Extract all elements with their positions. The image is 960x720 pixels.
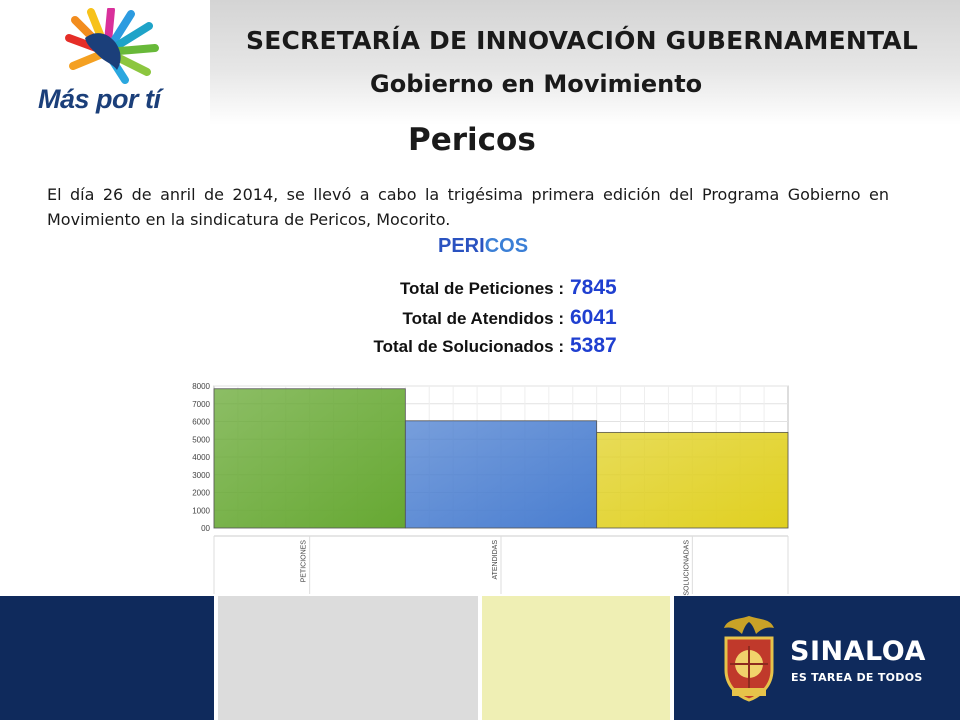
y-tick-label: 4000 <box>192 453 210 462</box>
y-tick-label: 00 <box>201 524 210 533</box>
footer-panel-4 <box>674 596 960 720</box>
chart-title-rest: COS <box>485 235 528 257</box>
summary-label: Total de Peticiones : <box>400 279 564 298</box>
chart-title-main: PERI <box>438 235 485 257</box>
x-tick-label: ATENDIDAS <box>492 540 499 580</box>
y-tick-label: 8000 <box>192 382 210 391</box>
summary-label: Total de Solucionados : <box>374 337 564 356</box>
header-title: SECRETARÍA DE INNOVACIÓN GUBERNAMENTAL <box>246 26 918 55</box>
y-tick-label: 7000 <box>192 400 210 409</box>
brand-tagline: ES TAREA DE TODOS <box>791 671 923 684</box>
y-tick-label: 2000 <box>192 489 210 498</box>
footer-panel-3 <box>482 596 670 720</box>
page-title: Pericos <box>408 122 536 158</box>
chart-title: PERICOS <box>438 235 528 257</box>
summary-value: 6041 <box>570 306 617 329</box>
bar <box>596 431 789 529</box>
y-tick-label: 5000 <box>192 435 210 444</box>
y-tick-label: 6000 <box>192 418 210 427</box>
state-crest-icon <box>724 616 774 702</box>
bar <box>213 388 406 529</box>
y-tick-label: 1000 <box>192 506 210 515</box>
bar <box>404 420 598 529</box>
footer-panel-2 <box>218 596 478 720</box>
footer-panel-1 <box>0 596 214 720</box>
brand-name: SINALOA <box>790 636 926 667</box>
summary-value: 5387 <box>570 334 617 357</box>
y-tick-label: 3000 <box>192 471 210 480</box>
logo-text: Más por tí <box>38 84 161 114</box>
logo: Más por tí <box>0 0 210 125</box>
summary-value: 7845 <box>570 276 617 299</box>
x-tick-label: SOLUCIONADAS <box>683 540 690 596</box>
x-tick-label: PETICIONES <box>301 540 308 583</box>
intro-paragraph: El día 26 de anril de 2014, se llevó a c… <box>47 185 889 229</box>
chart: PERICOS Total de Peticiones : 7845 Total d… <box>192 235 789 596</box>
logo-burst-icon <box>65 8 159 84</box>
header-subtitle: Gobierno en Movimiento <box>370 70 703 98</box>
summary-label: Total de Atendidos : <box>403 309 565 328</box>
